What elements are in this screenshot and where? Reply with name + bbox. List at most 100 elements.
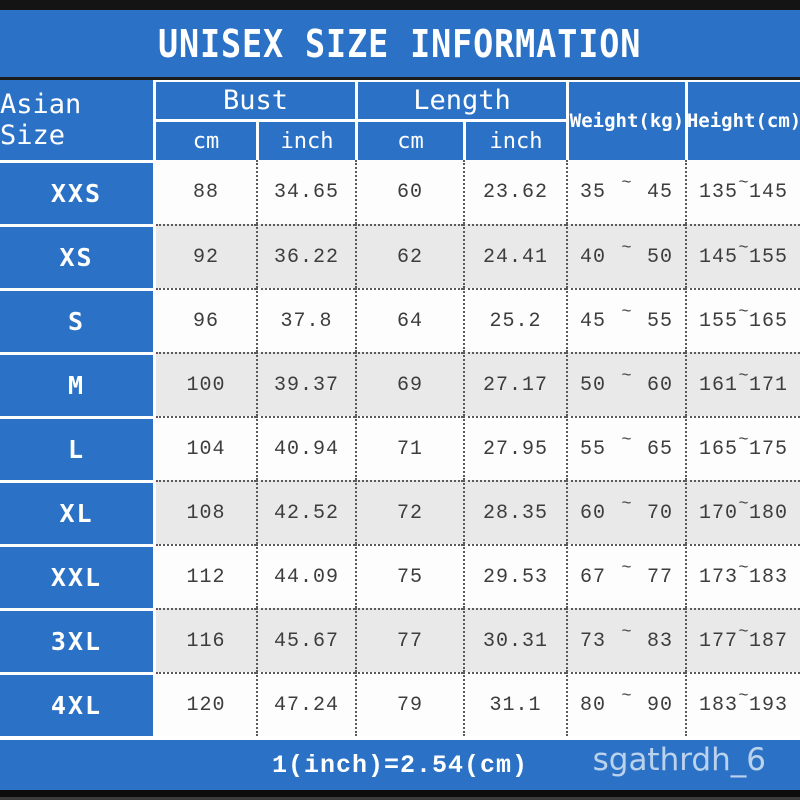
height-max: 145 xyxy=(748,180,788,204)
tilde-icon: ~ xyxy=(621,302,632,322)
weight-min: 80 xyxy=(580,693,607,717)
table-row-l: L 104 40.94 71 27.95 55 ~65 165 ~175 xyxy=(0,416,800,480)
bust-cm-cell: 116 xyxy=(156,608,256,672)
size-cell: XS xyxy=(0,224,156,288)
length-inch-cell: 27.95 xyxy=(463,416,566,480)
table-row-xl: XL 108 42.52 72 28.35 60 ~70 170 ~180 xyxy=(0,480,800,544)
weight-min: 60 xyxy=(580,501,607,525)
weight-min: 73 xyxy=(580,629,607,653)
height-max: 193 xyxy=(748,693,788,717)
weight-range-cell: 73 ~83 xyxy=(566,608,685,672)
size-cell: 4XL xyxy=(0,672,156,736)
size-cell: L xyxy=(0,416,156,480)
length-inch-cell: 31.1 xyxy=(463,672,566,736)
height-min: 165 xyxy=(699,437,739,461)
weight-range-cell: 40 ~50 xyxy=(566,224,685,288)
tilde-icon: ~ xyxy=(738,366,749,386)
size-cell: XL xyxy=(0,480,156,544)
header-weight: Weight(kg) xyxy=(566,80,685,160)
weight-min: 50 xyxy=(580,373,607,397)
length-cm-cell: 71 xyxy=(355,416,463,480)
header-length-inch: inch xyxy=(463,122,566,160)
height-range-cell: 145 ~155 xyxy=(685,224,800,288)
bust-inch-cell: 40.94 xyxy=(256,416,355,480)
length-inch-cell: 29.53 xyxy=(463,544,566,608)
top-black-bar xyxy=(0,0,800,10)
table-row-3xl: 3XL 116 45.67 77 30.31 73 ~83 177 ~187 xyxy=(0,608,800,672)
height-min: 161 xyxy=(699,373,739,397)
tilde-icon: ~ xyxy=(621,430,632,450)
tilde-icon: ~ xyxy=(621,366,632,386)
height-max: 171 xyxy=(748,373,788,397)
table-row-xxl: XXL 112 44.09 75 29.53 67 ~77 173 ~183 xyxy=(0,544,800,608)
length-cm-cell: 69 xyxy=(355,352,463,416)
bust-inch-cell: 39.37 xyxy=(256,352,355,416)
height-max: 180 xyxy=(748,501,788,525)
bust-cm-cell: 120 xyxy=(156,672,256,736)
bust-cm-cell: 96 xyxy=(156,288,256,352)
height-max: 183 xyxy=(748,565,788,589)
weight-range-cell: 45 ~55 xyxy=(566,288,685,352)
weight-range-cell: 80 ~90 xyxy=(566,672,685,736)
length-cm-cell: 72 xyxy=(355,480,463,544)
height-range-cell: 183 ~193 xyxy=(685,672,800,736)
size-cell: XXL xyxy=(0,544,156,608)
height-range-cell: 177 ~187 xyxy=(685,608,800,672)
bottom-gray-strip xyxy=(0,797,800,800)
watermark: sgathrdh_6 xyxy=(592,742,766,778)
table-header: Asian Size Bust Length cm inch cm inch W… xyxy=(0,80,800,160)
tilde-icon: ~ xyxy=(621,238,632,258)
length-cm-cell: 75 xyxy=(355,544,463,608)
header-bust: Bust xyxy=(156,80,355,122)
bust-cm-cell: 112 xyxy=(156,544,256,608)
tilde-icon: ~ xyxy=(621,173,632,193)
tilde-icon: ~ xyxy=(738,558,749,578)
tilde-icon: ~ xyxy=(738,173,749,193)
tilde-icon: ~ xyxy=(738,302,749,322)
table-row-xs: XS 92 36.22 62 24.41 40 ~50 145 ~155 xyxy=(0,224,800,288)
height-min: 170 xyxy=(699,501,739,525)
height-min: 135 xyxy=(699,180,739,204)
length-inch-cell: 24.41 xyxy=(463,224,566,288)
weight-min: 45 xyxy=(580,309,607,333)
height-min: 177 xyxy=(699,629,739,653)
length-cm-cell: 62 xyxy=(355,224,463,288)
bust-cm-cell: 92 xyxy=(156,224,256,288)
length-cm-cell: 64 xyxy=(355,288,463,352)
header-bust-inch: inch xyxy=(256,122,355,160)
height-max: 155 xyxy=(748,245,788,269)
weight-range-cell: 60 ~70 xyxy=(566,480,685,544)
tilde-icon: ~ xyxy=(621,686,632,706)
tilde-icon: ~ xyxy=(738,622,749,642)
height-max: 187 xyxy=(748,629,788,653)
header-length: Length xyxy=(355,80,566,122)
title-divider xyxy=(0,77,800,80)
size-cell: XXS xyxy=(0,160,156,224)
weight-min: 35 xyxy=(580,180,607,204)
length-cm-cell: 60 xyxy=(355,160,463,224)
weight-max: 65 xyxy=(646,437,673,461)
weight-max: 45 xyxy=(646,180,673,204)
bust-inch-cell: 44.09 xyxy=(256,544,355,608)
weight-min: 55 xyxy=(580,437,607,461)
weight-max: 50 xyxy=(646,245,673,269)
length-cm-cell: 77 xyxy=(355,608,463,672)
height-range-cell: 165 ~175 xyxy=(685,416,800,480)
table-footer-gap xyxy=(0,736,800,740)
bust-inch-cell: 42.52 xyxy=(256,480,355,544)
header-asian-size: Asian Size xyxy=(0,80,156,160)
tilde-icon: ~ xyxy=(621,622,632,642)
length-inch-cell: 23.62 xyxy=(463,160,566,224)
tilde-icon: ~ xyxy=(621,494,632,514)
size-cell: M xyxy=(0,352,156,416)
length-inch-cell: 30.31 xyxy=(463,608,566,672)
height-min: 155 xyxy=(699,309,739,333)
bust-cm-cell: 108 xyxy=(156,480,256,544)
bust-inch-cell: 47.24 xyxy=(256,672,355,736)
length-cm-cell: 79 xyxy=(355,672,463,736)
weight-range-cell: 67 ~77 xyxy=(566,544,685,608)
tilde-icon: ~ xyxy=(621,558,632,578)
weight-max: 55 xyxy=(646,309,673,333)
length-inch-cell: 27.17 xyxy=(463,352,566,416)
